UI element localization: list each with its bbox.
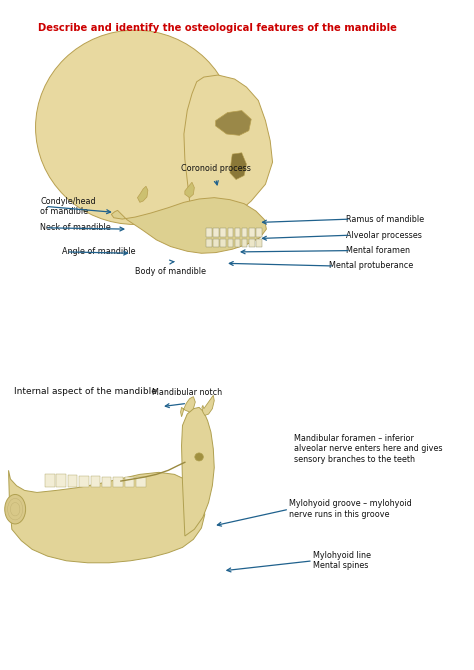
Text: Internal aspect of the mandible: Internal aspect of the mandible	[14, 387, 157, 396]
Bar	[206, 239, 212, 247]
Bar	[45, 474, 55, 487]
Bar	[235, 239, 240, 247]
Polygon shape	[184, 75, 273, 244]
Bar	[136, 477, 146, 487]
Polygon shape	[137, 186, 148, 202]
Text: Mandibular foramen – inferior
alveolar nerve enters here and gives
sensory branc: Mandibular foramen – inferior alveolar n…	[294, 434, 442, 464]
Bar	[91, 476, 100, 487]
Polygon shape	[9, 470, 205, 563]
Polygon shape	[202, 395, 214, 415]
Bar	[213, 239, 219, 247]
Text: Mental protuberance: Mental protuberance	[329, 261, 414, 271]
Bar	[56, 474, 66, 487]
Circle shape	[5, 494, 26, 524]
Bar	[235, 228, 240, 237]
Bar	[220, 228, 226, 237]
Bar	[249, 228, 255, 237]
Polygon shape	[181, 397, 195, 417]
Text: Angle of mandible: Angle of mandible	[62, 247, 135, 257]
Text: Ramus of mandible: Ramus of mandible	[346, 214, 424, 224]
Text: Mental foramen: Mental foramen	[346, 246, 410, 255]
Bar	[220, 239, 226, 247]
Polygon shape	[216, 111, 251, 135]
Bar	[113, 477, 123, 487]
Text: Mylohyoid line
Mental spines: Mylohyoid line Mental spines	[313, 551, 371, 570]
Bar	[242, 239, 247, 247]
Polygon shape	[111, 198, 266, 253]
Text: Alveolar processes: Alveolar processes	[346, 230, 422, 240]
Bar	[249, 239, 255, 247]
Text: Neck of mandible: Neck of mandible	[40, 223, 111, 232]
Ellipse shape	[195, 453, 203, 461]
Bar	[256, 228, 262, 237]
Text: Body of mandible: Body of mandible	[135, 267, 206, 276]
Bar	[228, 239, 233, 247]
Polygon shape	[182, 407, 214, 536]
Polygon shape	[230, 153, 246, 180]
Text: Mandibular notch: Mandibular notch	[152, 388, 222, 397]
Text: Coronoid process: Coronoid process	[181, 164, 251, 173]
Bar	[102, 477, 111, 487]
Bar	[242, 228, 247, 237]
Bar	[68, 475, 77, 487]
Bar	[228, 228, 233, 237]
Text: Describe and identify the osteological features of the mandible: Describe and identify the osteological f…	[38, 23, 397, 33]
Bar	[206, 228, 212, 237]
Bar	[125, 477, 134, 487]
Bar	[79, 476, 89, 487]
Ellipse shape	[36, 30, 235, 224]
Polygon shape	[185, 182, 194, 198]
Bar	[213, 228, 219, 237]
Text: Condyle/head
of mandible: Condyle/head of mandible	[40, 197, 96, 216]
Bar	[256, 239, 262, 247]
Text: Mylohyoid groove – mylohyoid
nerve runs in this groove: Mylohyoid groove – mylohyoid nerve runs …	[289, 500, 412, 519]
